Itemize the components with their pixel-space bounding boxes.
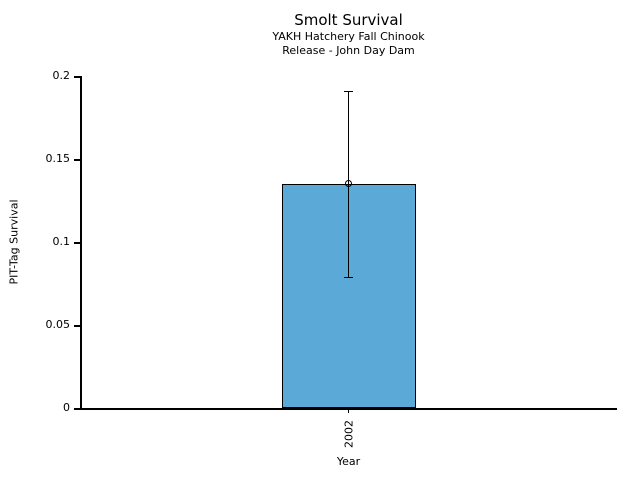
chart-title: Smolt Survival [294,11,403,29]
chart-subtitle-2: Release - John Day Dam [282,44,415,57]
x-tick-mark [347,408,350,413]
y-tick-label: 0.1 [52,235,71,248]
error-bar-cap-bottom [344,276,353,279]
x-axis-label: Year [336,455,361,468]
y-tick-mark [74,76,80,78]
y-tick-mark [74,159,80,161]
y-tick-mark [74,242,80,244]
y-axis-label: PIT-Tag Survival [7,199,21,285]
y-tick-label: 0 [63,401,70,414]
y-axis-line [80,76,82,408]
y-tick-label: 0.15 [45,152,71,165]
y-tick-label: 0.05 [45,318,71,331]
chart-subtitle-1: YAKH Hatchery Fall Chinook [272,30,425,43]
error-bar-cap-top [344,90,353,93]
y-tick-label: 0.2 [52,69,71,82]
x-tick-label: 2002 [342,420,355,448]
y-tick-mark [74,325,80,327]
y-tick-mark [74,408,80,410]
mean-marker [345,180,352,188]
